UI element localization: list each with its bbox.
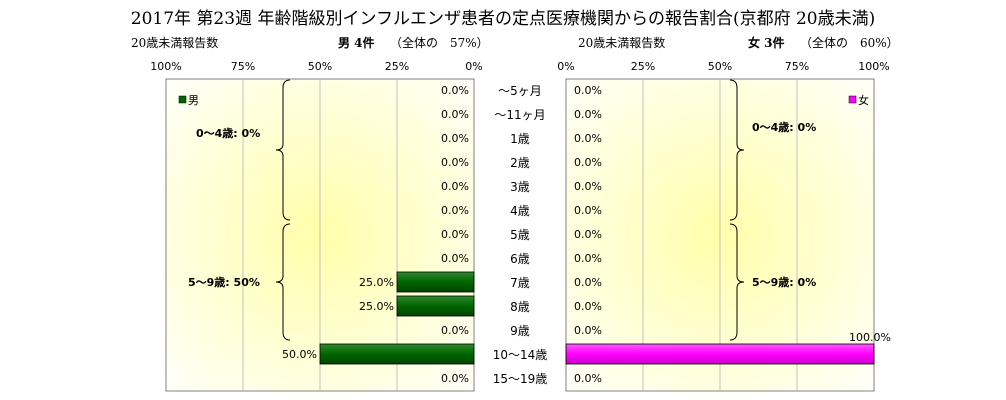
male-value-label: 0.0% (441, 372, 469, 385)
female-share: （全体の 60%） (800, 36, 899, 50)
category-label: 10～14歳 (493, 348, 548, 362)
male-axis-tick: 0% (465, 60, 482, 73)
male-legend-label: 男 (188, 94, 199, 107)
female-bar (565, 343, 875, 365)
male-value-label: 0.0% (441, 156, 469, 169)
male-count: 男 4件 (338, 36, 375, 50)
female-value-label: 100.0% (849, 331, 891, 344)
male-value-label: 0.0% (441, 228, 469, 241)
female-value-label: 0.0% (574, 204, 602, 217)
male-value-label: 0.0% (441, 324, 469, 337)
female-value-label: 0.0% (574, 84, 602, 97)
male-bar (396, 271, 475, 293)
male-axis-tick: 100% (150, 60, 181, 73)
category-label: 1歳 (510, 132, 530, 146)
female-group-brace (729, 223, 745, 341)
female-axis-tick: 0% (557, 60, 574, 73)
category-label: ～11ヶ月 (494, 108, 545, 122)
chart-title: 2017年 第23週 年齢階級別インフルエンザ患者の定点医療機関からの報告割合(… (130, 9, 876, 29)
male-share: （全体の 57%） (390, 36, 489, 50)
female-value-label: 0.0% (574, 276, 602, 289)
category-label: 2歳 (510, 156, 530, 170)
male-value-label: 25.0% (359, 300, 394, 313)
male-group-5-9-annotation: 5～9歳: 50% (188, 275, 260, 289)
female-value-label: 0.0% (574, 372, 602, 385)
female-value-label: 0.0% (574, 228, 602, 241)
category-label: 6歳 (510, 252, 530, 266)
category-label: 5歳 (510, 228, 530, 242)
female-value-label: 0.0% (574, 156, 602, 169)
category-label: 8歳 (510, 300, 530, 314)
female-legend-label: 女 (858, 93, 869, 107)
female-value-label: 0.0% (574, 300, 602, 313)
female-axis-tick: 100% (858, 60, 889, 73)
female-axis-tick: 50% (708, 60, 732, 73)
male-axis-tick: 50% (308, 60, 332, 73)
female-value-label: 0.0% (574, 132, 602, 145)
male-value-label: 0.0% (441, 204, 469, 217)
category-label: 15～19歳 (493, 372, 548, 386)
female-count: 女 3件 (748, 36, 785, 50)
female-legend-swatch (848, 95, 857, 104)
male-bar (319, 343, 475, 365)
female-value-label: 0.0% (574, 108, 602, 121)
female-value-label: 0.0% (574, 180, 602, 193)
male-group-0-4-annotation: 0～4歳: 0% (196, 126, 260, 140)
category-label: 7歳 (510, 276, 530, 290)
male-value-label: 0.0% (441, 252, 469, 265)
male-value-label: 0.0% (441, 180, 469, 193)
female-group-5-9-annotation: 5～9歳: 0% (752, 275, 816, 289)
male-value-label: 50.0% (282, 348, 317, 361)
male-legend-swatch (178, 95, 187, 104)
male-value-label: 0.0% (441, 108, 469, 121)
category-label: 4歳 (510, 204, 530, 218)
category-label: 9歳 (510, 324, 530, 338)
male-group-brace (275, 223, 291, 341)
male-axis-tick: 25% (385, 60, 409, 73)
male-group-brace (275, 79, 291, 221)
male-value-label: 0.0% (441, 84, 469, 97)
male-report-count-label: 20歳未満報告数 (131, 36, 219, 50)
male-axis-tick: 75% (231, 60, 255, 73)
female-group-0-4-annotation: 0～4歳: 0% (752, 120, 816, 134)
male-bar (396, 295, 475, 317)
category-label: ～5ヶ月 (498, 84, 542, 98)
female-report-count-label: 20歳未満報告数 (578, 36, 666, 50)
female-value-label: 0.0% (574, 324, 602, 337)
male-value-label: 0.0% (441, 132, 469, 145)
male-value-label: 25.0% (359, 276, 394, 289)
female-axis-tick: 75% (785, 60, 809, 73)
female-axis-tick: 25% (631, 60, 655, 73)
category-label: 3歳 (510, 180, 530, 194)
female-group-brace (729, 79, 745, 221)
female-value-label: 0.0% (574, 252, 602, 265)
